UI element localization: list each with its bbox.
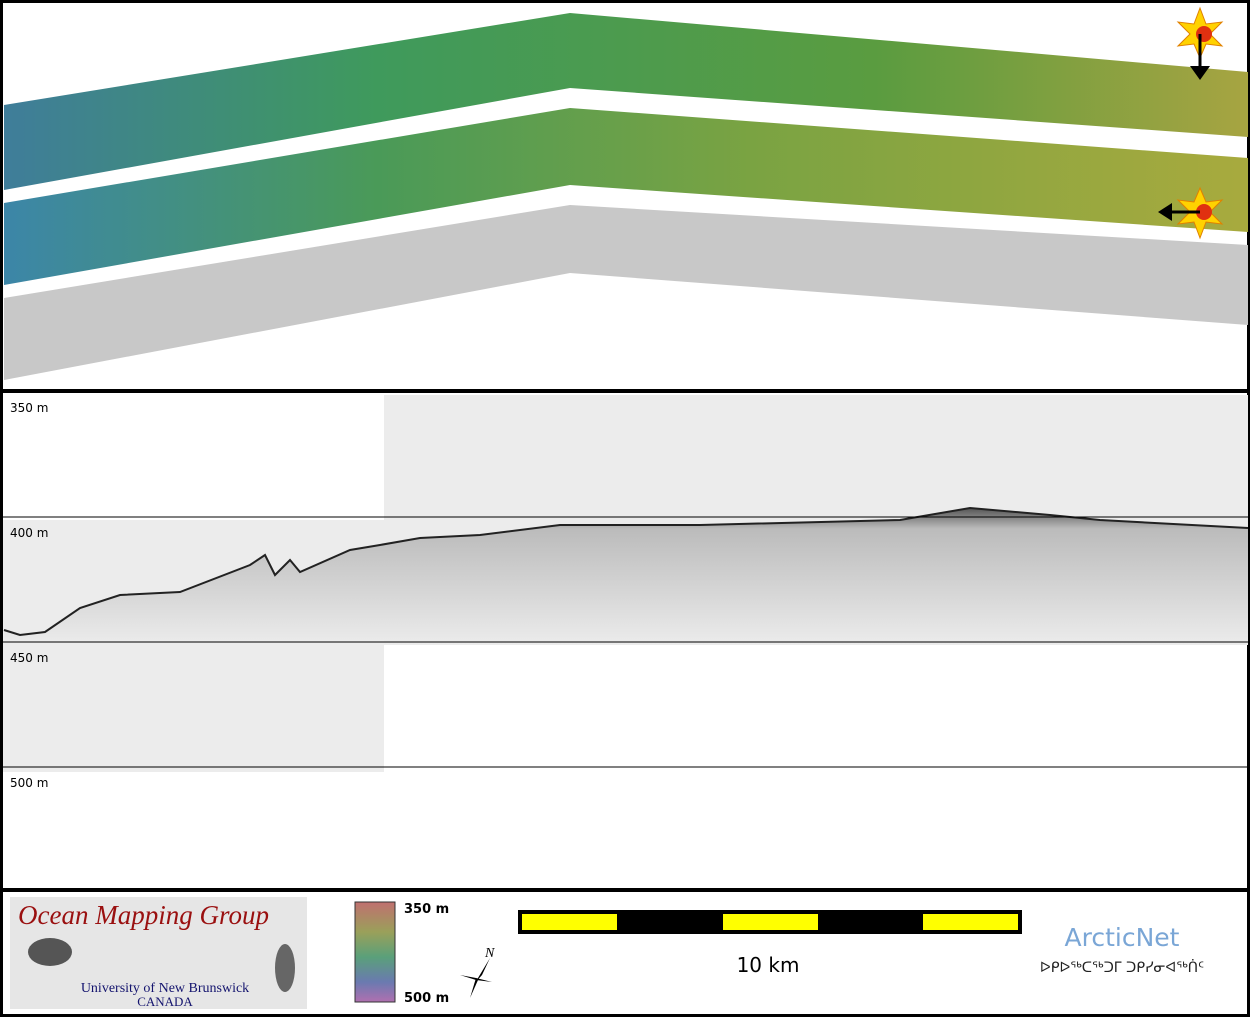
seabed-profile: [4, 508, 1248, 645]
sun-icon: [1158, 186, 1224, 240]
sun-icon: [1176, 6, 1224, 80]
partner-name: ArcticNet: [1065, 923, 1180, 952]
partner-name-inuktitut: ᐅᑭᐅᖅᑕᖅᑐᒥ ᑐᑭᓯᓂᐊᖅᑏᑦ: [1040, 959, 1204, 976]
depth-label: 500 m: [10, 776, 48, 790]
bathymetry-strip: [4, 13, 1248, 190]
scale-segment: [723, 914, 818, 930]
depth-label: 400 m: [10, 526, 48, 540]
backscatter-strip: [4, 108, 1248, 285]
colorbar-label: 500 m: [404, 991, 449, 1006]
sidescan-strip: [4, 205, 1248, 380]
profile-record: [3, 520, 384, 772]
colorbar-label: 350 m: [404, 902, 449, 917]
scale-segment: [522, 914, 617, 930]
seabed-line: [3, 506, 1249, 637]
north-label: N: [484, 946, 495, 961]
scale-segment: [923, 914, 1018, 930]
logo-title: Ocean Mapping Group: [18, 900, 269, 930]
north-arrow: [460, 958, 492, 998]
logo-graphic: [275, 944, 295, 992]
depth-label: 450 m: [10, 651, 48, 665]
logo-graphic: [28, 938, 72, 966]
scale-label: 10 km: [737, 953, 800, 977]
depth-label: 350 m: [10, 401, 48, 415]
logo-country: CANADA: [137, 994, 193, 1009]
colorbar: [354, 901, 396, 1003]
logo-university: University of New Brunswick: [81, 981, 249, 996]
